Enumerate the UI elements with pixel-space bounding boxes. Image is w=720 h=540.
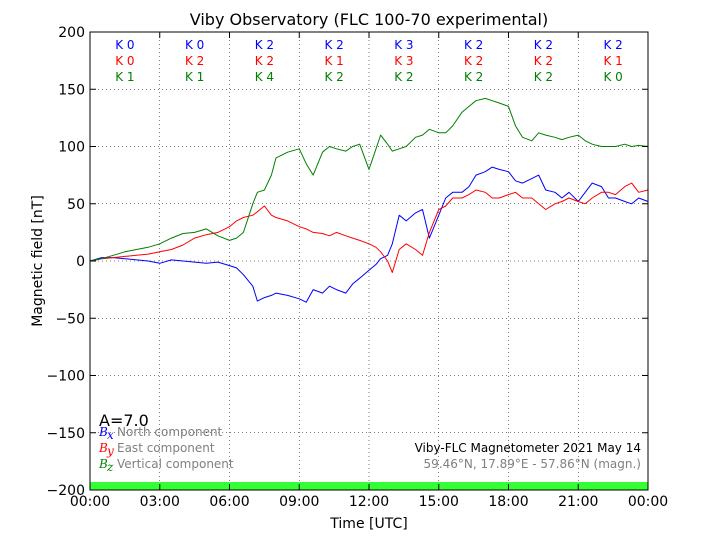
k-index-value: K 2	[464, 38, 483, 52]
k-index-value: K 2	[255, 54, 274, 68]
k-index-value: K 3	[394, 38, 413, 52]
k-index-table: K 0 K 0 K 2 K 2 K 3 K 2 K 2 K 2 K 0 K 2 K 2 K 1 K 3 K…	[115, 38, 623, 84]
y-tick-label: 100	[58, 140, 85, 156]
y-tick-label: 50	[67, 197, 85, 213]
x-tick-label: 18:00	[488, 494, 528, 510]
x-tick-label: 03:00	[140, 494, 180, 510]
info-text: Viby-FLC Magnetometer 2021 May 14	[415, 441, 641, 455]
series-line-3	[89, 97, 649, 262]
legend-symbol: B	[98, 441, 108, 455]
y-axis-label: Magnetic field [nT]	[30, 195, 46, 327]
x-tick-label: 00:00	[70, 494, 110, 510]
x-tick-label: 00:00	[628, 494, 668, 510]
k-index-value: K 2	[464, 70, 483, 84]
k-index-value: K 0	[185, 38, 204, 52]
k-index-value: K 2	[534, 38, 553, 52]
legend-symbol: B	[98, 457, 108, 471]
y-tick-label: 150	[58, 82, 85, 98]
k-index-value: K 2	[534, 70, 553, 84]
legend-label: Vertical component	[117, 457, 234, 471]
k-index-value: K 2	[603, 38, 622, 52]
legend-subscript: z	[106, 460, 114, 474]
k-index-value: K 2	[324, 38, 343, 52]
k-index-value: K 0	[115, 38, 134, 52]
chart-title: Viby Observatory (FLC 100-70 experimenta…	[190, 10, 549, 29]
location-text: 59.46°N, 17.89°E - 57.86°N (magn.)	[424, 457, 641, 471]
k-index-value: K 1	[115, 70, 134, 84]
k-index-value: K 1	[603, 54, 622, 68]
series-line-2	[89, 182, 649, 273]
y-axis-ticks: 200 150 100 50 0 −50 −100 −150 −200	[47, 25, 648, 499]
a-index: A=7.0	[99, 411, 149, 430]
legend-symbol: B	[98, 425, 108, 439]
y-tick-label: 200	[58, 25, 85, 41]
k-index-value: K 3	[394, 54, 413, 68]
k-index-value: K 1	[324, 54, 343, 68]
legend-label: East component	[117, 441, 215, 455]
k-index-value: K 0	[603, 70, 622, 84]
data-series	[89, 97, 649, 303]
series-line-1	[89, 166, 649, 303]
k-index-value: K 2	[185, 54, 204, 68]
k-index-value: K 2	[394, 70, 413, 84]
x-tick-label: 21:00	[558, 494, 598, 510]
k-index-value: K 2	[255, 38, 274, 52]
y-tick-label: 0	[76, 254, 85, 270]
y-tick-label: −50	[55, 311, 85, 327]
legend-subscript: x	[107, 428, 114, 442]
x-axis-ticks: 00:00 03:00 06:00 09:00 12:00 15:00 18:00 21:00…	[70, 32, 668, 510]
k-index-value: K 1	[185, 70, 204, 84]
legend-subscript: y	[106, 444, 114, 458]
legend-label: North component	[117, 425, 223, 439]
y-tick-label: −150	[47, 426, 85, 442]
k-index-value: K 4	[255, 70, 274, 84]
x-tick-label: 09:00	[279, 494, 319, 510]
k-index-value: K 2	[534, 54, 553, 68]
k-index-value: K 2	[324, 70, 343, 84]
k-index-value: K 0	[115, 54, 134, 68]
x-tick-label: 15:00	[419, 494, 459, 510]
k-index-value: K 2	[464, 54, 483, 68]
x-axis-label: Time [UTC]	[329, 516, 407, 532]
x-tick-label: 12:00	[349, 494, 389, 510]
y-tick-label: −100	[47, 369, 85, 385]
x-tick-label: 06:00	[209, 494, 249, 510]
y-tick-label: −200	[47, 483, 85, 499]
